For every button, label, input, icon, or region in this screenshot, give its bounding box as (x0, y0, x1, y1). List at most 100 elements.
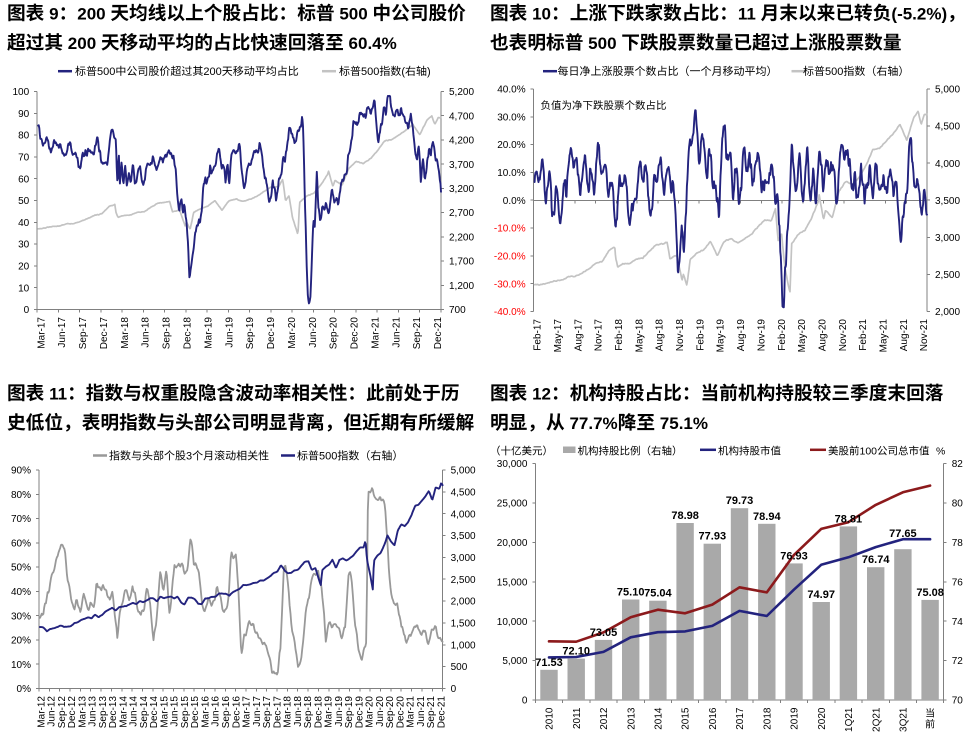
svg-text:78: 78 (952, 538, 964, 549)
svg-text:Sep-12: Sep-12 (57, 696, 68, 729)
svg-text:Dec-17: Dec-17 (272, 696, 283, 729)
svg-text:Nov-19: Nov-19 (756, 319, 767, 352)
svg-text:Sep-21: Sep-21 (412, 317, 423, 350)
svg-text:70: 70 (18, 153, 30, 164)
svg-text:3,000: 3,000 (451, 553, 476, 564)
svg-text:75.08: 75.08 (916, 587, 944, 599)
svg-text:Sep-18: Sep-18 (162, 317, 173, 350)
svg-text:5,000: 5,000 (502, 656, 527, 667)
svg-text:40%: 40% (11, 587, 31, 598)
svg-text:-10.0%: -10.0% (494, 224, 526, 235)
svg-text:Feb-21: Feb-21 (858, 319, 869, 351)
svg-text:Nov-20: Nov-20 (838, 319, 849, 352)
svg-text:2020: 2020 (817, 707, 828, 730)
svg-text:4,000: 4,000 (451, 509, 476, 520)
svg-text:标普500指数（右轴）: 标普500指数（右轴） (803, 65, 909, 78)
svg-text:4,200: 4,200 (449, 136, 474, 147)
svg-text:79.73: 79.73 (726, 495, 754, 507)
svg-text:May-21: May-21 (879, 319, 890, 353)
svg-text:图表 9：200 天均线以上个股占比：标普 500 中公司股: 图表 9：200 天均线以上个股占比：标普 500 中公司股价 (7, 2, 466, 23)
svg-text:Feb-17: Feb-17 (533, 319, 544, 351)
svg-text:Dec-12: Dec-12 (67, 696, 78, 729)
svg-text:前: 前 (925, 719, 935, 731)
svg-text:Mar-19: Mar-19 (324, 696, 335, 728)
svg-text:2013: 2013 (626, 707, 637, 730)
svg-text:Dec-19: Dec-19 (266, 317, 277, 350)
svg-text:1,700: 1,700 (449, 257, 474, 268)
svg-text:76.93: 76.93 (780, 550, 808, 562)
svg-text:80%: 80% (11, 490, 31, 501)
svg-text:40: 40 (18, 218, 30, 229)
svg-text:Sep-20: Sep-20 (329, 317, 340, 350)
svg-text:40.0%: 40.0% (497, 85, 525, 96)
svg-text:82: 82 (952, 459, 964, 470)
svg-text:Dec-18: Dec-18 (313, 696, 324, 729)
svg-text:Jun-12: Jun-12 (47, 696, 58, 727)
svg-text:50: 50 (18, 196, 30, 207)
svg-text:Sep-19: Sep-19 (245, 317, 256, 350)
svg-text:-20.0%: -20.0% (494, 252, 526, 263)
svg-text:Sep-18: Sep-18 (303, 696, 314, 729)
svg-text:4,700: 4,700 (449, 111, 474, 122)
svg-text:Jun-21: Jun-21 (391, 317, 402, 348)
svg-text:May-17: May-17 (553, 319, 564, 353)
svg-text:Dec-21: Dec-21 (433, 317, 444, 350)
svg-text:75.10: 75.10 (617, 587, 645, 599)
svg-text:Dec-20: Dec-20 (350, 317, 361, 350)
svg-text:10%: 10% (11, 660, 31, 671)
svg-text:0: 0 (451, 684, 457, 695)
svg-text:Sep-20: Sep-20 (385, 696, 396, 729)
svg-text:3,200: 3,200 (449, 184, 474, 195)
svg-text:15,000: 15,000 (497, 577, 528, 588)
svg-text:100: 100 (13, 87, 30, 98)
svg-text:Mar-18: Mar-18 (283, 696, 294, 728)
svg-text:Mar-18: Mar-18 (120, 317, 131, 349)
svg-text:0%: 0% (17, 684, 32, 695)
svg-text:0: 0 (522, 696, 528, 707)
svg-text:78.98: 78.98 (671, 510, 699, 522)
svg-text:2012: 2012 (599, 707, 610, 730)
svg-text:Mar-20: Mar-20 (365, 696, 376, 728)
svg-text:20.0%: 20.0% (497, 140, 525, 151)
svg-text:30%: 30% (11, 611, 31, 622)
svg-text:%: % (936, 445, 945, 457)
svg-text:Dec-21: Dec-21 (437, 696, 448, 729)
svg-text:71.53: 71.53 (535, 657, 563, 669)
svg-text:Nov-18: Nov-18 (675, 319, 686, 352)
svg-text:4,500: 4,500 (451, 488, 476, 499)
svg-text:Mar-21: Mar-21 (406, 696, 417, 728)
svg-text:Dec-14: Dec-14 (149, 696, 160, 729)
svg-text:Jun-21: Jun-21 (416, 696, 427, 727)
svg-text:Dec-15: Dec-15 (190, 696, 201, 729)
svg-text:Aug-19: Aug-19 (736, 319, 747, 352)
svg-text:77.93: 77.93 (699, 531, 727, 543)
svg-text:10,000: 10,000 (497, 617, 528, 628)
svg-text:Dec-19: Dec-19 (354, 696, 365, 729)
svg-text:0.0%: 0.0% (503, 196, 526, 207)
svg-text:Mar-19: Mar-19 (203, 317, 214, 349)
svg-text:3,000: 3,000 (935, 233, 960, 244)
svg-text:Mar-12: Mar-12 (36, 696, 47, 728)
svg-text:Jun-17: Jun-17 (252, 696, 263, 727)
svg-text:Sep-15: Sep-15 (180, 696, 191, 729)
svg-text:2010: 2010 (545, 707, 556, 730)
svg-text:10.0%: 10.0% (497, 168, 525, 179)
svg-text:70%: 70% (11, 514, 31, 525)
svg-text:Feb-18: Feb-18 (614, 319, 625, 351)
svg-text:72.10: 72.10 (562, 646, 590, 658)
svg-text:Mar-14: Mar-14 (118, 696, 129, 728)
svg-text:70: 70 (952, 696, 964, 707)
svg-text:图表 12：机构持股占比：当前机构持股较三季度末回落: 图表 12：机构持股占比：当前机构持股较三季度末回落 (490, 382, 944, 403)
svg-text:0: 0 (24, 305, 30, 316)
svg-text:Mar-13: Mar-13 (77, 696, 88, 728)
svg-text:机构持股市值: 机构持股市值 (718, 445, 781, 457)
svg-text:80: 80 (952, 499, 964, 510)
svg-text:Jun-20: Jun-20 (375, 696, 386, 727)
svg-text:Dec-13: Dec-13 (108, 696, 119, 729)
svg-text:78.94: 78.94 (753, 511, 781, 523)
svg-text:76: 76 (952, 577, 964, 588)
svg-text:2016: 2016 (708, 707, 719, 730)
svg-text:Sep-14: Sep-14 (139, 696, 150, 729)
svg-text:5,200: 5,200 (449, 87, 474, 98)
svg-text:Jun-14: Jun-14 (129, 696, 140, 727)
